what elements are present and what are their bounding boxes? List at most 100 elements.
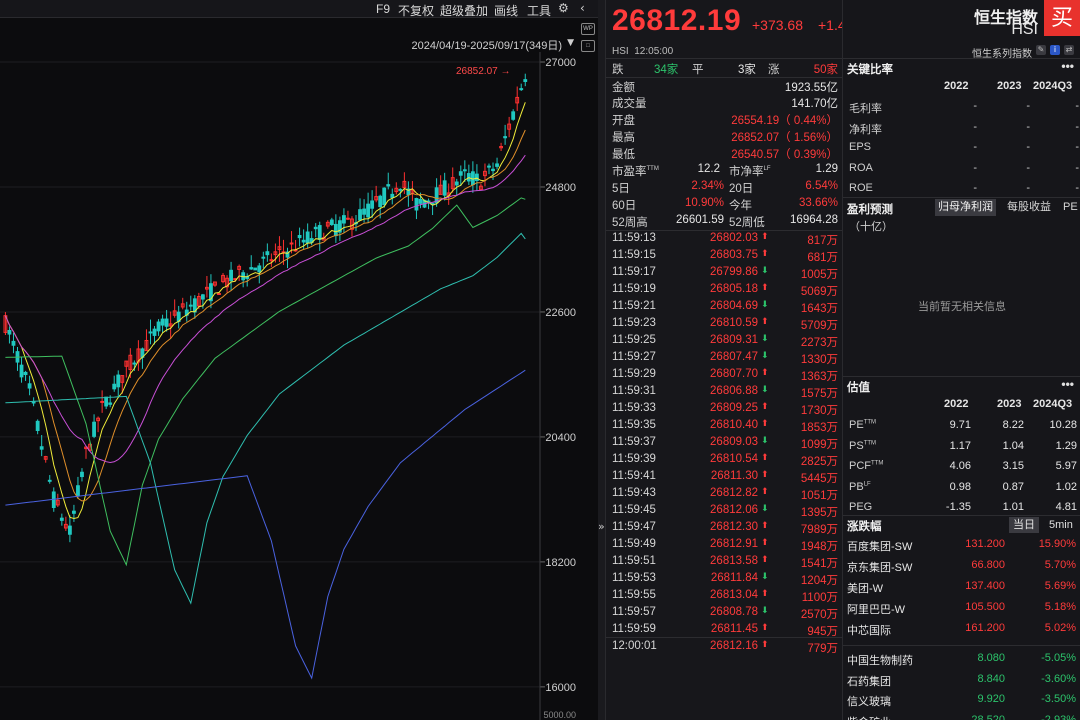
tick-price: 26809.25 bbox=[710, 402, 758, 414]
tick-price: 26799.86 bbox=[710, 266, 758, 278]
candle-body bbox=[346, 217, 350, 220]
val-value: 10.28 bbox=[1049, 419, 1077, 431]
tick-price: 26812.91 bbox=[710, 538, 758, 550]
candle-body bbox=[196, 296, 201, 307]
mover-name[interactable]: 信义玻璃 bbox=[847, 696, 891, 708]
tick-volume: 1005万 bbox=[800, 269, 838, 281]
candle-body bbox=[100, 400, 105, 403]
val-label-text: PEG bbox=[849, 501, 873, 513]
arrow-down-icon: ⬇ bbox=[761, 504, 769, 514]
tab-eps[interactable]: 每股收益 bbox=[1007, 201, 1051, 213]
no-adjust-button[interactable]: 不复权 bbox=[398, 4, 435, 18]
tick-time: 11:59:55 bbox=[612, 589, 656, 601]
kr-label: ROE bbox=[849, 182, 873, 194]
tick-price: 26806.88 bbox=[710, 385, 758, 397]
tab-net-profit[interactable]: 归母净利润 bbox=[935, 199, 996, 216]
mover-name[interactable]: 石药集团 bbox=[847, 675, 891, 688]
info-icon[interactable]: i bbox=[1050, 45, 1060, 55]
mover-percent: -2.93% bbox=[1041, 713, 1076, 720]
candle-body bbox=[180, 303, 185, 308]
tick-price: 26812.82 bbox=[710, 487, 758, 499]
ma-line bbox=[4, 129, 526, 502]
candle-body bbox=[277, 246, 282, 251]
tick-row: 11:59:29 26807.70 ⬆ 1363万 bbox=[612, 368, 838, 385]
tick-volume: 1204万 bbox=[800, 575, 838, 587]
val-label: PCFTTM bbox=[849, 460, 883, 472]
arrow-down-icon: ⬇ bbox=[761, 300, 769, 310]
kr-label: 毛利率 bbox=[849, 103, 882, 115]
candle-body bbox=[487, 165, 491, 168]
candle-body bbox=[116, 374, 121, 388]
kr-label: EPS bbox=[849, 141, 872, 153]
amount-label: 金额 bbox=[612, 82, 635, 94]
kr-value: - bbox=[1075, 182, 1079, 194]
tick-volume: 1330万 bbox=[800, 354, 838, 366]
mover-name[interactable]: 紫金矿业 bbox=[847, 714, 891, 720]
expand-chevron-icon[interactable]: » bbox=[598, 520, 605, 533]
candle-body bbox=[120, 375, 125, 383]
mover-name[interactable]: 中芯国际 bbox=[847, 625, 891, 637]
val-value: 0.98 bbox=[949, 480, 971, 493]
candle-body bbox=[406, 188, 411, 196]
tick-row: 11:59:41 26811.30 ⬆ 5445万 bbox=[612, 470, 838, 487]
kr-value: - bbox=[973, 141, 977, 153]
caret-down-icon[interactable]: ▼ bbox=[567, 38, 574, 48]
candle-body bbox=[337, 220, 342, 233]
kr-year: 2024Q3 bbox=[1033, 80, 1073, 92]
more-icon[interactable]: ••• bbox=[1061, 377, 1074, 391]
candle-body bbox=[503, 136, 508, 139]
candle-body bbox=[225, 277, 229, 288]
mover-name[interactable]: 京东集团-SW bbox=[847, 562, 913, 574]
candle-body bbox=[382, 187, 387, 206]
more-icon[interactable]: ••• bbox=[1061, 59, 1074, 73]
mover-name[interactable]: 中国生物制药 bbox=[847, 655, 913, 667]
kline-chart-panel[interactable]: F9 不复权 超级叠加 画线 工具 ⚙ ‹ WP □ 2024/04/19-20… bbox=[0, 0, 598, 720]
tab-pe[interactable]: PE bbox=[1063, 201, 1078, 213]
breadth-row: 跌 34家 平 3家 涨 50家 bbox=[612, 61, 838, 78]
share-icon[interactable]: ⇄ bbox=[1064, 45, 1074, 55]
mover-price: 28.520 bbox=[971, 713, 1005, 720]
candlestick-chart[interactable]: 27000 24800 22600 20400 18200 16000 26852.07 →… bbox=[0, 52, 598, 720]
tick-time: 11:59:17 bbox=[612, 266, 656, 278]
tick-volume: 681万 bbox=[807, 252, 838, 264]
tick-time: 11:59:59 bbox=[612, 623, 656, 635]
candle-body bbox=[47, 479, 52, 482]
tick-volume: 5709万 bbox=[800, 320, 838, 332]
candle-body bbox=[80, 471, 84, 478]
mover-name[interactable]: 百度集团-SW bbox=[847, 541, 913, 553]
chevron-left-icon[interactable]: ‹ bbox=[580, 1, 585, 15]
tick-volume: 5445万 bbox=[800, 473, 838, 485]
date-range[interactable]: 2024/04/19-2025/09/17(349日) ▼ bbox=[0, 37, 578, 52]
tick-price: 26810.54 bbox=[710, 453, 758, 465]
val-value: 0.87 bbox=[1002, 480, 1024, 493]
candle-body bbox=[249, 267, 254, 270]
gear-icon[interactable]: ⚙ bbox=[558, 1, 569, 15]
tools-button[interactable]: 工具 bbox=[527, 4, 552, 18]
tick-price: 26803.75 bbox=[710, 249, 758, 261]
mover-name[interactable]: 阿里巴巴-W bbox=[847, 604, 906, 616]
edit-icon[interactable]: ✎ bbox=[1036, 45, 1046, 55]
overlay-button[interactable]: 超级叠加 bbox=[440, 4, 489, 18]
f9-button[interactable]: F9 bbox=[376, 2, 391, 16]
val-value: 1.17 bbox=[949, 439, 971, 452]
tick-price: 26812.30 bbox=[710, 521, 758, 533]
val-value: 4.81 bbox=[1055, 501, 1077, 513]
series-link[interactable]: 恒生系列指数 bbox=[972, 49, 1032, 60]
tick-row: 11:59:43 26812.82 ⬆ 1051万 bbox=[612, 487, 838, 504]
candle-body bbox=[329, 219, 334, 226]
draw-line-button[interactable]: 画线 bbox=[494, 4, 519, 18]
candle-body bbox=[55, 499, 60, 506]
kr-value: - bbox=[973, 100, 977, 112]
window-icon[interactable]: □ bbox=[581, 40, 595, 52]
pe-label: 市盈率 bbox=[612, 166, 647, 178]
tick-price: 26811.45 bbox=[710, 623, 758, 635]
tab-5min[interactable]: 5min bbox=[1049, 519, 1073, 531]
wp-icon[interactable]: WP bbox=[581, 23, 595, 35]
tick-volume: 2273万 bbox=[800, 337, 838, 349]
tick-row: 11:59:45 26812.06 ⬇ 1395万 bbox=[612, 504, 838, 521]
buy-button[interactable]: 买 bbox=[1044, 0, 1080, 36]
candle-body bbox=[108, 402, 113, 405]
y-tick-label: 16000 bbox=[545, 682, 576, 694]
mover-name[interactable]: 美团-W bbox=[847, 583, 884, 595]
tab-today[interactable]: 当日 bbox=[1009, 517, 1039, 533]
